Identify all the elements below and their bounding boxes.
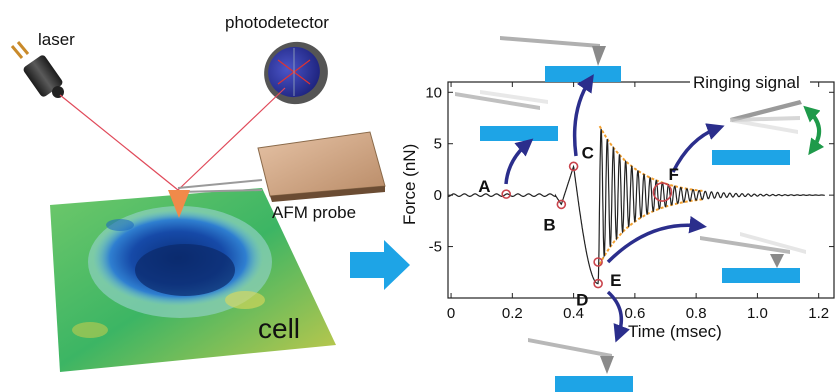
arrow-d: [606, 290, 630, 343]
marker-e: [593, 257, 603, 267]
cantilever-state-a: [455, 90, 558, 141]
arrow-e: [606, 216, 707, 264]
afm-setup-panel: laser photodetector: [10, 13, 410, 372]
x-tick-label: 1.2: [808, 305, 829, 322]
point-label-e: E: [610, 271, 621, 290]
transition-arrows: [504, 74, 725, 343]
x-tick-label: 0.2: [502, 305, 523, 322]
x-tick-label: 0.6: [624, 305, 645, 322]
flow-arrow: [350, 240, 410, 290]
point-label-f: F: [668, 165, 678, 184]
event-markers: [501, 161, 673, 289]
x-tick-label: 0: [447, 305, 455, 322]
reflected-beam: [177, 87, 286, 191]
point-labels: A B C D E F: [478, 143, 679, 309]
y-tick-label: -5: [429, 239, 442, 256]
arrow-f: [671, 123, 725, 173]
x-tick-label: 1.0: [747, 305, 768, 322]
photodetector-label: photodetector: [225, 13, 329, 32]
x-tick-label: 0.8: [686, 305, 707, 322]
afm-probe: [168, 131, 386, 218]
arrow-a: [504, 138, 534, 185]
cell-topography: [50, 188, 336, 372]
marker-f: [652, 182, 673, 202]
y-tick-label: 5: [434, 136, 442, 153]
cantilever-state-f: [712, 100, 802, 165]
x-axis-label: Time (msec): [628, 322, 722, 341]
y-tick-label: 0: [434, 187, 442, 204]
arrow-c: [572, 74, 594, 157]
ringing-label-bg: [690, 72, 810, 92]
cantilever-state-c: [500, 36, 621, 82]
point-label-d: D: [576, 291, 588, 310]
cantilever-state-d: [528, 338, 633, 392]
marker-b: [556, 199, 567, 210]
marker-d: [593, 278, 603, 289]
marker-a: [501, 189, 512, 199]
y-axis-label: Force (nN): [400, 144, 419, 225]
x-tick-label: 0.4: [563, 305, 584, 322]
oscillation-arrow: [803, 105, 825, 156]
afm-probe-label: AFM probe: [272, 203, 356, 222]
cell-label: cell: [258, 313, 300, 344]
point-label-c: C: [582, 143, 594, 162]
cantilever-state-e: [700, 232, 806, 283]
cantilever-illustrations: [455, 36, 806, 392]
y-tick-label: 10: [425, 84, 442, 101]
ringing-signal-label: Ringing signal: [693, 73, 800, 92]
point-label-b: B: [543, 215, 555, 234]
marker-c: [568, 161, 579, 172]
laser-label: laser: [38, 30, 75, 49]
force-signal-line: [447, 128, 825, 285]
laser-device: [10, 41, 64, 98]
force-chart: 0 0.2 0.4 0.6 0.8 1.0 1.2 -5 0 5 10 Time (msec) Fo…: [400, 72, 835, 341]
plot-frame: [447, 81, 835, 299]
photodetector-device: [264, 41, 328, 105]
incident-beam: [59, 94, 179, 191]
point-label-a: A: [478, 177, 490, 196]
tick-labels: 0 0.2 0.4 0.6 0.8 1.0 1.2 -5 0 5 10: [425, 84, 829, 322]
